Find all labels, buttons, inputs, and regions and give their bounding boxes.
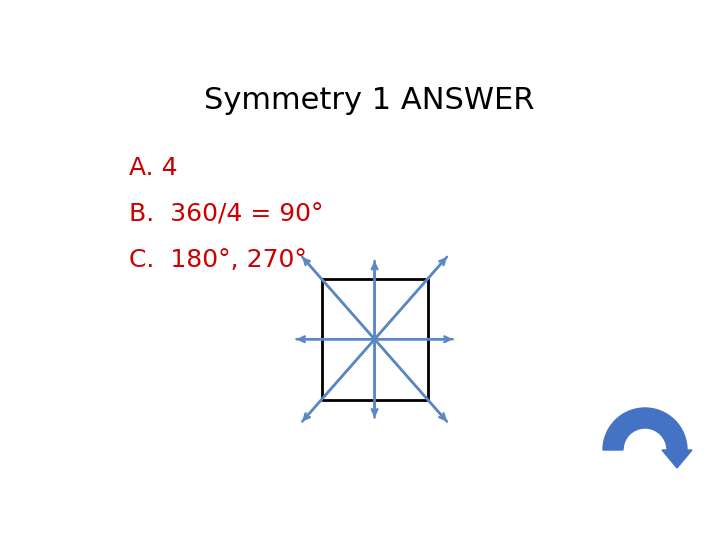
Text: A. 4: A. 4 — [129, 156, 178, 180]
FancyArrow shape — [662, 450, 692, 468]
Text: B.  360/4 = 90°: B. 360/4 = 90° — [129, 202, 323, 226]
Text: C.  180°, 270°: C. 180°, 270° — [129, 248, 307, 272]
Text: Symmetry 1 ANSWER: Symmetry 1 ANSWER — [204, 85, 534, 114]
Wedge shape — [603, 408, 687, 450]
